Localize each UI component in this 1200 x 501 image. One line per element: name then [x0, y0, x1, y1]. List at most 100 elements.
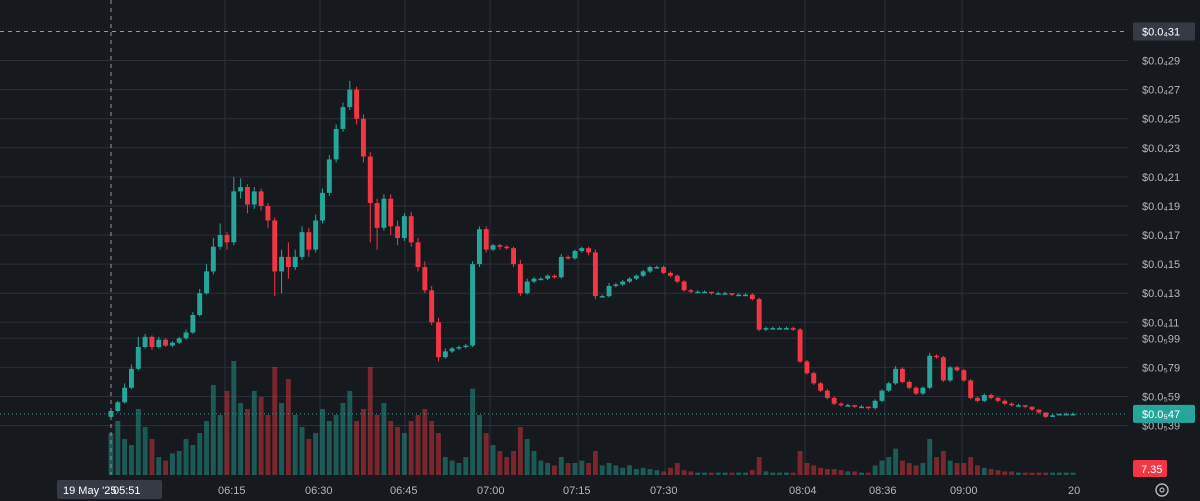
candle-body: [511, 248, 516, 265]
candles: [108, 80, 1076, 420]
volume-bar: [1063, 472, 1069, 475]
volume-bar: [845, 471, 851, 475]
gear-icon-ring: [1155, 483, 1169, 497]
volume-bar: [920, 463, 926, 475]
volume-bars: [108, 361, 1076, 475]
candle-body: [163, 339, 169, 346]
candle-body: [647, 267, 653, 272]
volume-bar: [647, 469, 653, 475]
volume-bar: [1036, 472, 1042, 475]
candle-body: [320, 192, 325, 221]
volume-bar: [1022, 472, 1028, 475]
volume-bar: [906, 463, 912, 475]
volume-bar: [204, 421, 209, 475]
volume-bar: [197, 433, 203, 475]
candle-body: [504, 246, 510, 249]
candle-body: [940, 357, 946, 381]
candle-body: [340, 107, 346, 129]
volume-bar: [210, 385, 216, 475]
volume-bar: [476, 415, 482, 475]
candle-body: [490, 245, 496, 250]
time-tick-label: 19 May '25: [63, 485, 116, 497]
volume-bar: [654, 470, 660, 475]
price-tick-label: $0.0₄19: [1142, 201, 1180, 213]
candle-body: [354, 89, 360, 119]
volume-bar: [265, 415, 271, 475]
volume-bar: [886, 457, 892, 475]
volume-bar: [722, 472, 728, 475]
candle-body: [531, 278, 537, 282]
time-tick-label: 09:00: [950, 485, 978, 497]
candle-body: [122, 387, 128, 403]
volume-bar: [899, 460, 905, 475]
candle-body: [149, 336, 155, 348]
candle-body: [688, 290, 694, 292]
candle-body: [899, 368, 905, 382]
volume-bar: [1056, 472, 1062, 475]
volume-bar: [1029, 472, 1035, 475]
volume-bar: [736, 472, 742, 475]
candle-body: [429, 290, 435, 323]
volume-bar: [1050, 472, 1055, 475]
price-tick-label: $0.0₄23: [1142, 143, 1180, 155]
settings-gear-icon[interactable]: [1155, 483, 1169, 497]
candle-body: [1036, 409, 1042, 413]
price-tick-label: $0.0₄25: [1142, 114, 1180, 126]
candle-body: [756, 299, 762, 330]
volume-bar: [340, 403, 346, 475]
candle-body: [169, 342, 175, 346]
time-tick-label: 08:04: [789, 485, 817, 497]
time-tick-label: 08:36: [869, 485, 897, 497]
candle-body: [135, 347, 141, 369]
candle-body: [545, 275, 551, 279]
volume-bar: [968, 457, 974, 475]
volume-bar: [360, 409, 366, 475]
candle-body: [988, 395, 994, 398]
candle-body: [238, 187, 244, 192]
candle-body: [852, 405, 858, 407]
candle-body: [790, 328, 796, 330]
overlay: [0, 0, 1128, 475]
candle-body: [231, 191, 237, 243]
volume-bar: [272, 367, 278, 475]
volume-bar: [633, 469, 639, 475]
candle-body: [620, 281, 626, 285]
candle-body: [258, 191, 264, 206]
candle-body: [1015, 405, 1021, 407]
candle-body: [668, 272, 673, 276]
candle-body: [818, 383, 824, 391]
volume-bar: [1015, 472, 1021, 475]
candle-body: [968, 380, 974, 398]
crosshair-time-badge: [57, 480, 162, 499]
volume-bar: [804, 463, 810, 475]
volume-bar: [681, 470, 687, 475]
volume-bar: [306, 439, 312, 475]
volume-bar: [743, 472, 748, 475]
candle-body: [1009, 403, 1015, 406]
candle-body: [565, 256, 571, 259]
candle-body: [251, 191, 257, 205]
price-axis[interactable]: $0.0₄29 $0.0₄27 $0.0₄25 $0.0₄23 $0.0₄21 $0.0₄…: [1128, 0, 1200, 501]
volume-bar: [320, 409, 325, 475]
volume-bar: [702, 472, 708, 475]
volume-bar: [586, 463, 592, 475]
volume-bar: [831, 469, 837, 475]
price-tick-label: $0.0₄21: [1142, 172, 1180, 184]
candle-body: [674, 275, 680, 282]
volume-bar: [292, 415, 298, 475]
candle-body: [947, 367, 953, 381]
volume-bar: [149, 439, 155, 475]
candle-body: [715, 293, 721, 295]
candle-body: [422, 267, 428, 291]
candle-body: [743, 294, 748, 297]
candle-body: [299, 232, 305, 257]
time-tick-label: 06:45: [390, 485, 418, 497]
price-tick-label: $0.0₅39: [1142, 421, 1180, 433]
candle-body: [831, 397, 837, 404]
candle-body: [204, 271, 209, 294]
volume-bar: [129, 445, 134, 475]
volume-bar: [606, 463, 612, 475]
volume-bar: [981, 467, 987, 475]
